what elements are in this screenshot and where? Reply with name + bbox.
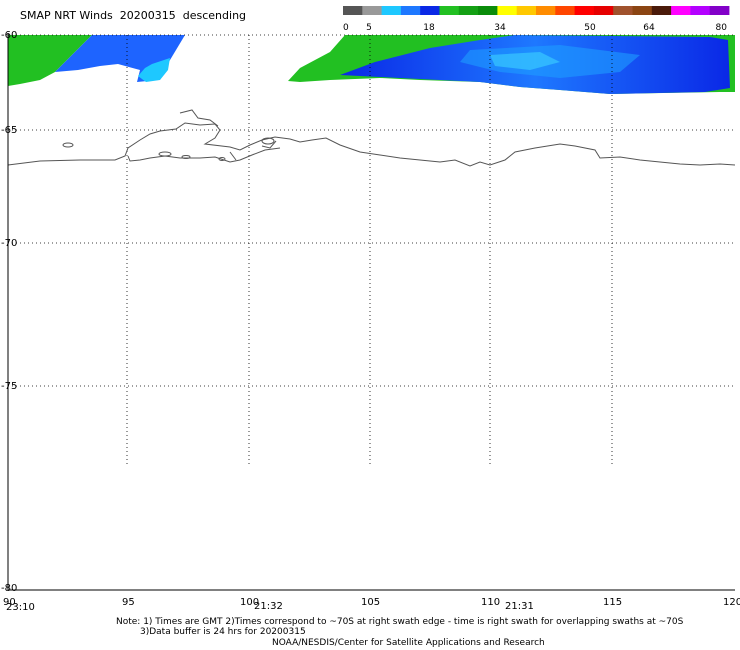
colorbar-segment bbox=[343, 6, 363, 15]
lon-label: 100 bbox=[240, 597, 259, 608]
lon-label: 110 bbox=[481, 597, 500, 608]
colorbar-segment bbox=[381, 6, 402, 15]
lat-label: -70 bbox=[1, 238, 17, 249]
note-line-3: NOAA/NESDIS/Center for Satellite Applica… bbox=[272, 638, 545, 648]
colorbar-tick-label: 0 bbox=[343, 23, 349, 33]
graticule bbox=[8, 35, 735, 465]
island-3 bbox=[181, 155, 191, 159]
colorbar-segment bbox=[439, 6, 460, 15]
coastline-inner bbox=[127, 147, 281, 163]
wind-swath-left-green bbox=[8, 35, 92, 86]
colorbar-segment bbox=[671, 6, 691, 15]
note-line-2: 3)Data buffer is 24 hrs for 20200315 bbox=[140, 627, 306, 637]
map-title: SMAP NRT Winds 20200315 descending bbox=[20, 9, 247, 22]
swath-time: 21:31 bbox=[505, 601, 534, 612]
colorbar-segment bbox=[362, 6, 382, 15]
island-1 bbox=[62, 142, 74, 148]
lat-label: -80 bbox=[1, 583, 17, 594]
island-2 bbox=[158, 151, 172, 157]
lon-label: 90 bbox=[3, 597, 16, 608]
colorbar-segment bbox=[632, 6, 653, 15]
colorbar-segment bbox=[613, 6, 633, 15]
colorbar-segment bbox=[536, 6, 556, 15]
island-5 bbox=[218, 157, 226, 161]
colorbar-tick-label: 64 bbox=[643, 23, 655, 33]
colorbar-segment bbox=[458, 6, 479, 15]
colorbar-segment bbox=[574, 6, 595, 15]
note-line-1: Note: 1) Times are GMT 2)Times correspon… bbox=[116, 617, 684, 627]
lat-label: -75 bbox=[1, 381, 17, 392]
colorbar-segment bbox=[478, 6, 498, 15]
colorbar-segment bbox=[709, 6, 730, 15]
lon-label: 120 bbox=[723, 597, 740, 608]
colorbar-tick-label: 50 bbox=[584, 23, 596, 33]
colorbar-segment bbox=[497, 6, 518, 15]
colorbar-segment bbox=[593, 6, 614, 15]
colorbar-segment bbox=[651, 6, 672, 15]
lat-label: -60 bbox=[1, 30, 17, 41]
lon-label: 95 bbox=[122, 597, 135, 608]
colorbar-graphic: 0 5 18 34 50 64 80 bbox=[343, 6, 730, 33]
colorbar-segment bbox=[400, 6, 421, 15]
swath-time: 23:10 bbox=[6, 602, 35, 613]
colorbar-tick-label: 34 bbox=[494, 23, 506, 33]
lat-label: -65 bbox=[1, 125, 17, 136]
colorbar-segment bbox=[420, 6, 440, 15]
island-4 bbox=[261, 137, 275, 145]
colorbar-tick-label: 18 bbox=[423, 23, 435, 33]
lon-label: 105 bbox=[361, 597, 380, 608]
wind-swath-right-cyan bbox=[490, 52, 560, 70]
colorbar-tick-label: 80 bbox=[716, 23, 728, 33]
coastline bbox=[7, 122, 736, 167]
wind-speed-colorbar: 0 5 18 34 50 64 80 bbox=[343, 6, 731, 38]
colorbar-segment bbox=[516, 6, 537, 15]
colorbar-segment bbox=[555, 6, 575, 15]
colorbar-segment bbox=[690, 6, 711, 15]
lon-label: 115 bbox=[603, 597, 622, 608]
wind-swath-left-cyan bbox=[138, 58, 170, 82]
colorbar-tick-label: 5 bbox=[366, 23, 372, 33]
ice-shelf-outline bbox=[179, 109, 277, 161]
swath-time: 21:32 bbox=[254, 601, 283, 612]
